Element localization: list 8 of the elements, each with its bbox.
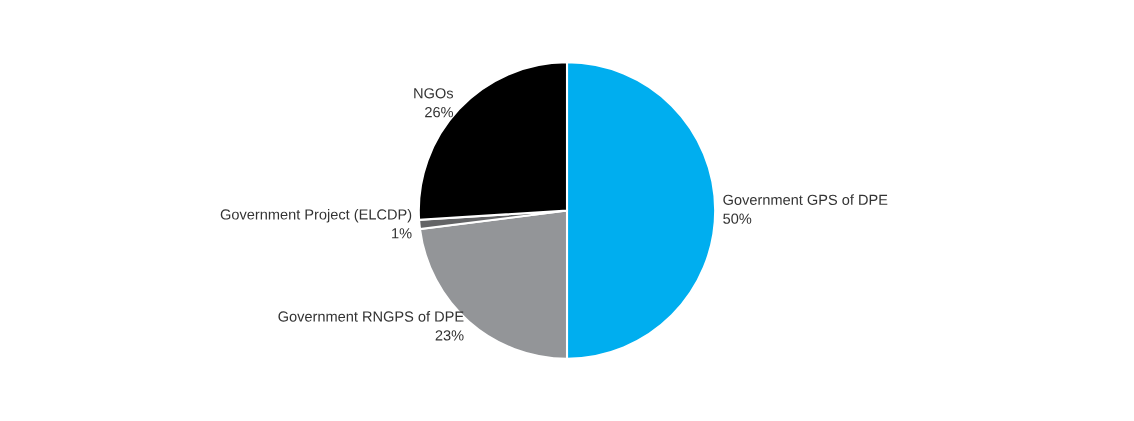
slice-label: NGOs: [414, 88, 454, 99]
slice-label: Government RNGPS of DPE: [278, 311, 464, 322]
data-label: 26%: [425, 107, 454, 118]
slice-label: Government Project (ELCDP): [220, 208, 412, 223]
slice-label: Government GPS of DPE: [723, 194, 888, 205]
data-label: 23%: [435, 330, 464, 341]
data-label: 1%: [392, 228, 412, 239]
data-label: 50%: [723, 213, 752, 224]
